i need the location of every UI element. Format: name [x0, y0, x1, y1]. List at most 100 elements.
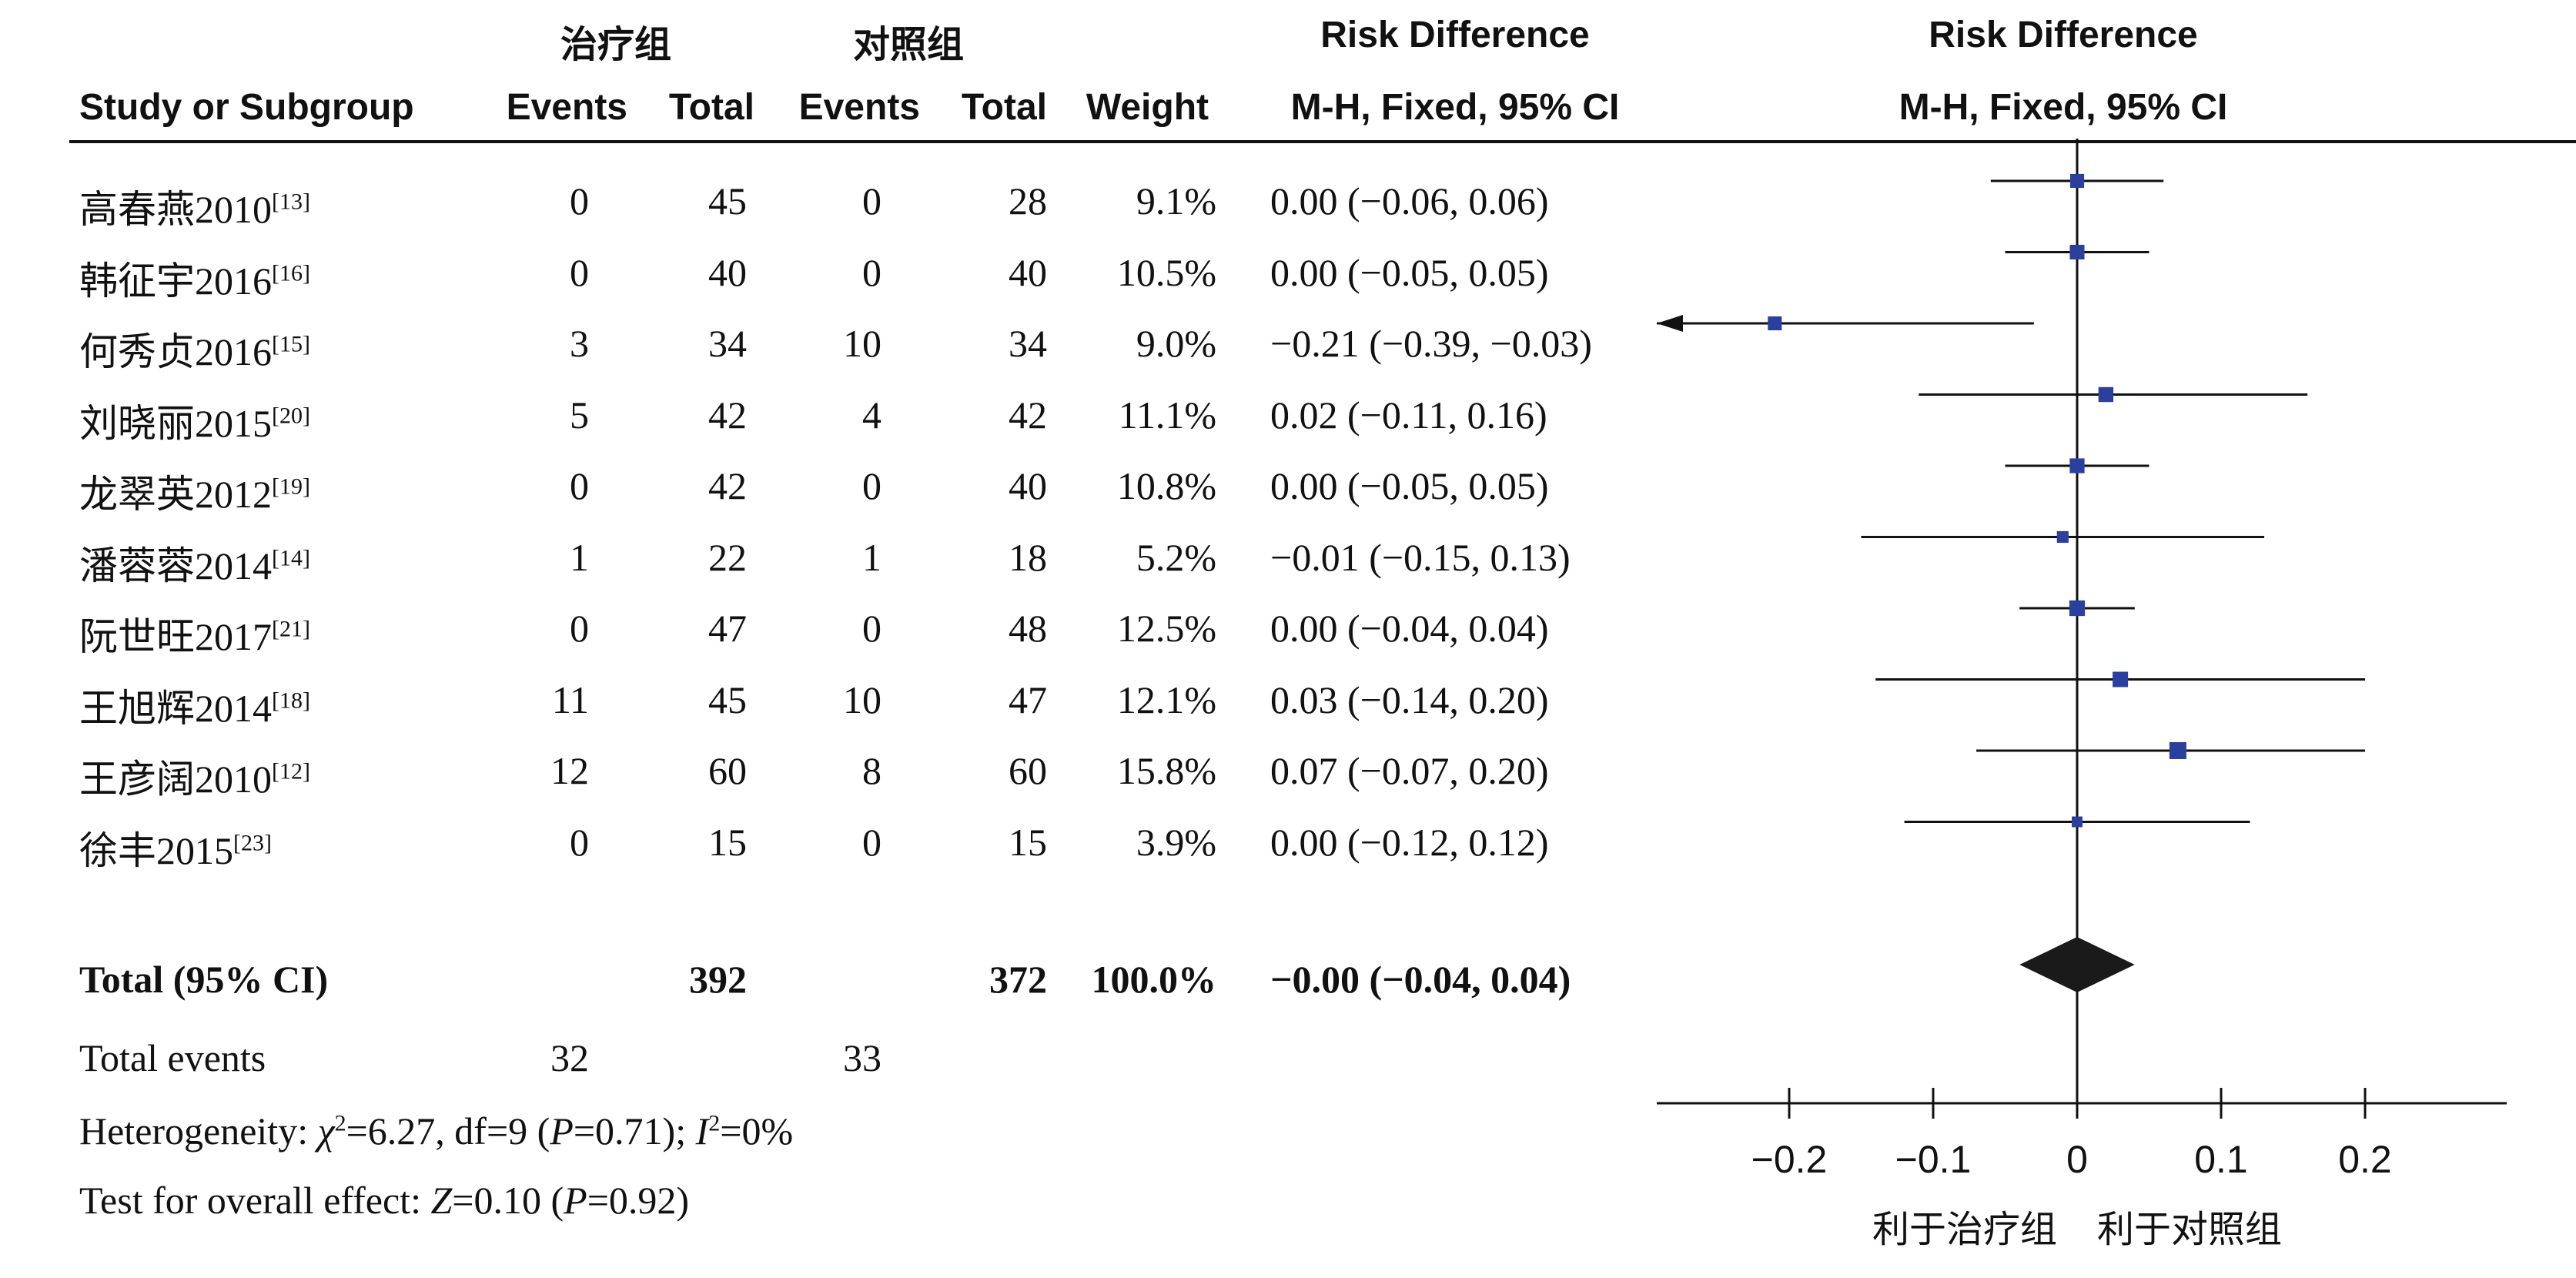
effect-marker: [2056, 530, 2069, 544]
ci-arrow: [1657, 315, 1683, 332]
study-events1: 1: [570, 535, 589, 579]
favours-left-label: 利于治疗组: [1872, 1208, 2057, 1251]
total-ci: −0.00 (−0.04, 0.04): [1270, 958, 1571, 1001]
x-tick-label: −0.1: [1895, 1138, 1972, 1181]
study-name: 何秀贞2016[15]: [79, 330, 310, 373]
study-events1: 0: [570, 464, 589, 507]
study-events2: 10: [843, 322, 882, 365]
study-name: 徐丰2015[23]: [79, 828, 272, 872]
study-weight: 9.0%: [1136, 322, 1216, 365]
favours-right-label: 利于对照组: [2097, 1208, 2282, 1251]
weight-header: Weight: [1086, 87, 1209, 128]
effect-marker: [2169, 742, 2186, 759]
study-name: 刘晓丽2015[20]: [79, 401, 310, 445]
study-ci: 0.00 (−0.05, 0.05): [1270, 464, 1549, 507]
study-events2: 4: [862, 393, 882, 437]
rd-plot-header: Risk Difference: [1929, 15, 2198, 55]
study-events1: 0: [570, 250, 589, 294]
study-total1: 22: [708, 535, 747, 579]
study-ci: −0.21 (−0.39, −0.03): [1270, 322, 1592, 365]
study-reference: [13]: [272, 189, 310, 215]
study-total1: 15: [708, 820, 747, 864]
study-weight: 10.8%: [1116, 464, 1216, 507]
pooled-diamond: [2019, 937, 2135, 992]
study-ci: 0.00 (−0.04, 0.04): [1270, 607, 1549, 650]
rd-column-header: Risk Difference: [1320, 15, 1590, 55]
study-events1: 3: [570, 322, 589, 365]
forest-plot: −0.2 −0.1 0 0.1 0.2 利于治疗组 利于对照组: [1657, 139, 2507, 1251]
study-total2: 15: [1009, 820, 1047, 864]
heterogeneity-text: Heterogeneity: χ2=6.27, df=9 (P=0.71); I…: [79, 1109, 794, 1153]
group2-header: 对照组: [852, 25, 964, 65]
study-total2: 34: [1009, 322, 1047, 365]
study-events2: 0: [862, 179, 882, 222]
method-column-header: M-H, Fixed, 95% CI: [1290, 87, 1620, 128]
study-total2: 40: [1009, 250, 1047, 294]
effect-marker: [1768, 316, 1782, 331]
study-total2: 28: [1009, 179, 1047, 222]
events1-header: Events: [506, 87, 627, 128]
study-reference: [18]: [272, 687, 310, 713]
study-reference: [21]: [272, 616, 310, 642]
study-total1: 60: [708, 749, 747, 792]
events2-header: Events: [798, 87, 920, 128]
study-total1: 45: [708, 179, 747, 222]
study-events1: 5: [570, 393, 589, 437]
study-events1: 11: [551, 677, 589, 721]
plot-marks: −0.2 −0.1 0 0.1 0.2 利于治疗组 利于对照组: [1657, 139, 2507, 1251]
study-reference: [15]: [272, 331, 310, 357]
effect-marker: [2069, 458, 2085, 473]
study-weight: 11.1%: [1118, 393, 1216, 437]
study-total1: 42: [708, 393, 747, 437]
total-events-e1: 32: [550, 1036, 589, 1079]
effect-marker: [2072, 816, 2083, 828]
study-reference: [12]: [272, 758, 310, 785]
study-events2: 10: [843, 677, 882, 721]
study-total1: 40: [708, 250, 747, 294]
study-name: 王彦阔2010[12]: [79, 758, 310, 801]
study-reference: [23]: [233, 829, 272, 855]
total-events-label: Total events: [79, 1036, 266, 1079]
effect-marker: [2098, 386, 2114, 403]
study-weight: 10.5%: [1116, 250, 1216, 294]
total2-header: Total: [961, 87, 1047, 128]
study-total2: 48: [1009, 607, 1047, 650]
study-weight: 5.2%: [1136, 535, 1216, 579]
study-reference: [16]: [272, 259, 310, 286]
study-events2: 0: [862, 464, 882, 507]
study-ci: 0.07 (−0.07, 0.20): [1270, 749, 1549, 792]
study-column-header: Study or Subgroup: [79, 87, 414, 128]
study-total2: 60: [1009, 749, 1047, 792]
study-name: 龙翠英2012[19]: [79, 473, 310, 516]
study-events2: 0: [862, 820, 882, 864]
study-reference: [14]: [272, 544, 310, 570]
x-tick-label: 0.1: [2194, 1138, 2248, 1181]
study-ci: 0.02 (−0.11, 0.16): [1270, 393, 1547, 437]
total-weight: 100.0%: [1091, 958, 1217, 1001]
study-reference: [19]: [272, 473, 310, 500]
group1-header: 治疗组: [560, 25, 671, 65]
study-total2: 47: [1009, 677, 1047, 721]
effect-marker: [2069, 600, 2086, 617]
study-total2: 40: [1009, 464, 1047, 507]
x-tick-label: −0.2: [1751, 1138, 1828, 1181]
total-events-e2: 33: [843, 1036, 882, 1079]
study-name: 潘蓉蓉2014[14]: [79, 544, 310, 587]
study-ci: −0.01 (−0.15, 0.13): [1270, 535, 1571, 579]
effect-marker: [2069, 173, 2085, 189]
study-events1: 0: [570, 607, 589, 650]
total-t2: 372: [989, 958, 1047, 1001]
total-t1: 392: [689, 958, 747, 1001]
study-weight: 12.1%: [1116, 677, 1216, 721]
study-ci: 0.00 (−0.12, 0.12): [1270, 820, 1549, 864]
study-total1: 45: [708, 677, 747, 721]
x-tick-label: 0: [2066, 1138, 2088, 1181]
study-events2: 1: [862, 535, 882, 579]
study-events1: 0: [570, 820, 589, 864]
total1-header: Total: [668, 87, 754, 128]
study-events2: 0: [862, 250, 882, 294]
study-events2: 8: [862, 749, 882, 792]
study-total2: 18: [1009, 535, 1047, 579]
effect-marker: [2069, 244, 2085, 260]
